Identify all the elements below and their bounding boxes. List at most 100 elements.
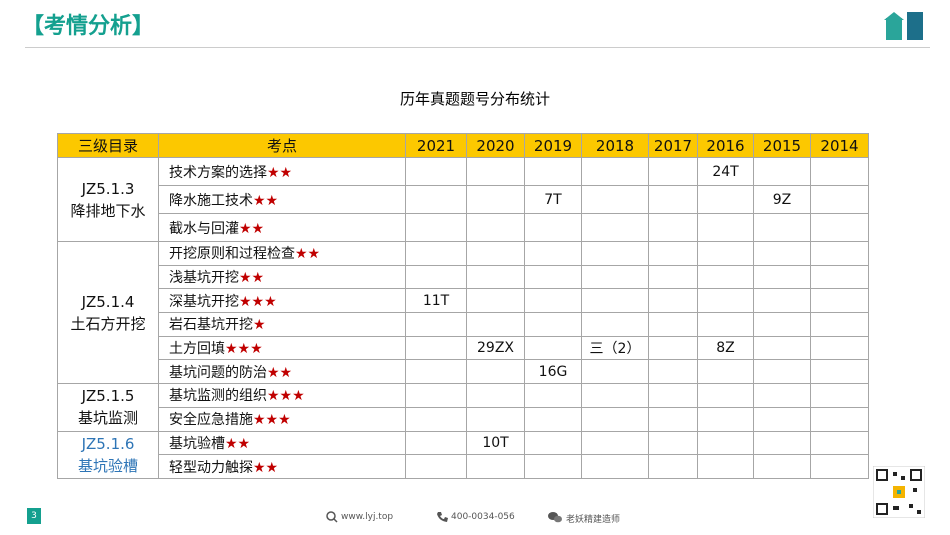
year-cell: [581, 359, 649, 385]
year-cell: [466, 241, 525, 266]
search-icon: [326, 511, 338, 523]
topic-cell: 浅基坑开挖★★: [158, 264, 406, 290]
year-cell: [753, 157, 811, 186]
topic-cell: 基坑监测的组织★★★: [158, 383, 406, 408]
year-cell: 11T: [405, 288, 467, 314]
table-row: JZ5.1.4 土石方开挖 开挖原则和过程检查★★: [57, 240, 869, 385]
group-code: JZ5.1.5: [81, 387, 135, 406]
table-row: 土方回填★★★ 29ZX 三（2） 8Z: [58, 335, 869, 361]
year-cell: 16G: [524, 359, 582, 385]
year-cell: [810, 264, 869, 290]
stars: ★★★: [239, 293, 277, 310]
year-cell: [697, 359, 754, 385]
topic-cell: 土方回填★★★: [158, 335, 406, 361]
year-cell: [524, 157, 582, 186]
year-cell: 29ZX: [466, 335, 525, 361]
year-cell: [648, 213, 698, 242]
column-header: 2015: [753, 133, 811, 158]
year-cell: [810, 383, 869, 408]
year-cell: [466, 157, 525, 186]
stars: ★★: [239, 270, 265, 287]
group-code: JZ5.1.4: [81, 292, 135, 311]
topic-cell: 截水与回灌★★: [158, 213, 406, 242]
year-cell: [753, 241, 811, 266]
year-cell: [753, 430, 811, 456]
year-cell: [753, 264, 811, 290]
phone-icon: [437, 512, 448, 522]
year-cell: [697, 288, 754, 314]
year-cell: [810, 288, 869, 314]
year-cell: [810, 312, 869, 337]
year-cell: [405, 213, 467, 242]
topic: 深基坑开挖: [169, 293, 239, 310]
year-cell: [697, 430, 754, 456]
table-row: JZ5.1.6 基坑验槽 基坑验槽★★ 10T: [57, 430, 869, 479]
stars: ★★★: [225, 341, 263, 358]
year-cell: [753, 406, 811, 432]
topic: 轻型动力触探: [169, 459, 253, 476]
table-row: JZ5.1.5 基坑监测 基坑监测的组织★★★: [57, 383, 869, 432]
year-cell: [581, 454, 649, 479]
year-cell: [697, 312, 754, 337]
topic: 岩石基坑开挖: [169, 317, 253, 334]
year-cell: [466, 406, 525, 432]
header-title: 【考情分析】: [22, 14, 155, 39]
year-cell: [810, 185, 869, 214]
wechat-icon: [548, 512, 562, 523]
year-cell: [581, 185, 649, 214]
year-cell: [466, 264, 525, 290]
table-row: 轻型动力触探★★: [58, 454, 869, 479]
year-cell: [466, 383, 525, 408]
stars: ★★: [239, 220, 265, 237]
column-header: 2018: [581, 133, 649, 158]
column-header: 考点: [158, 133, 406, 158]
topic-cell: 技术方案的选择★★: [158, 157, 406, 186]
year-cell: [648, 335, 698, 361]
phone: 400-0034-056: [451, 512, 515, 522]
year-cell: [648, 359, 698, 385]
year-cell: [810, 157, 869, 186]
year-cell: [524, 288, 582, 314]
year-cell: [405, 157, 467, 186]
year-cell: [466, 454, 525, 479]
year-cell: [697, 406, 754, 432]
stars: ★★: [267, 164, 293, 181]
year-cell: [405, 454, 467, 479]
year-cell: [405, 264, 467, 290]
group-name: 土石方开挖: [70, 314, 146, 333]
topic-cell: 基坑验槽★★: [158, 430, 406, 456]
year-cell: [466, 288, 525, 314]
year-cell: 7T: [524, 185, 582, 214]
year-cell: [753, 359, 811, 385]
topic: 基坑问题的防治: [169, 364, 267, 381]
year-cell: 三（2）: [581, 335, 649, 361]
stars: ★★: [253, 192, 279, 209]
group-cell: JZ5.1.5 基坑监测: [57, 383, 159, 432]
stars: ★★★: [267, 388, 305, 405]
topic-cell: 开挖原则和过程检查★★: [158, 241, 406, 266]
year-cell: [648, 157, 698, 186]
year-cell: [524, 335, 582, 361]
year-cell: [524, 264, 582, 290]
year-cell: [466, 359, 525, 385]
year-cell: [524, 454, 582, 479]
year-cell: [466, 312, 525, 337]
year-cell: [753, 383, 811, 408]
year-cell: [810, 359, 869, 385]
group-cell: JZ5.1.3 降排地下水: [57, 157, 159, 242]
topic: 技术方案的选择: [169, 164, 267, 181]
group-code: JZ5.1.3: [81, 179, 135, 198]
year-cell: [753, 312, 811, 337]
year-cell: [466, 185, 525, 214]
year-cell: [405, 430, 467, 456]
column-header: 2016: [697, 133, 754, 158]
year-cell: [648, 454, 698, 479]
topic-cell: 基坑问题的防治★★: [158, 359, 406, 385]
topic: 降水施工技术: [169, 192, 253, 209]
logo: [884, 12, 923, 40]
table-row: 浅基坑开挖★★: [58, 264, 869, 290]
group-cell: JZ5.1.4 土石方开挖: [57, 240, 159, 385]
year-cell: [524, 406, 582, 432]
year-cell: [405, 185, 467, 214]
topic: 截水与回灌: [169, 220, 239, 237]
